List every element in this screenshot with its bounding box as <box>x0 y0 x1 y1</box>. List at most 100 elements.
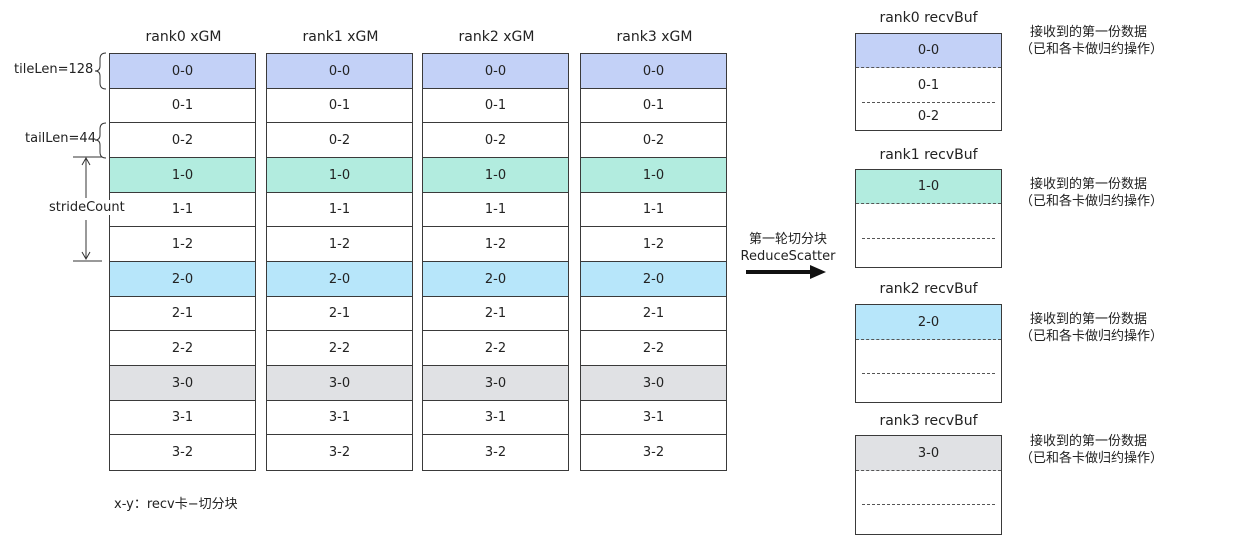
arrow-caption-line2: ReduceScatter <box>740 249 836 264</box>
tail-len-label: tailLen=44 <box>25 131 96 146</box>
recv-buf-note-line2: （已和各卡做归约操作） <box>1020 42 1164 57</box>
recv-buf-note: 接收到的第一份数据 （已和各卡做归约操作） <box>1020 433 1163 467</box>
xgm-cell: 1-0 <box>110 158 255 193</box>
xgm-cell: 1-1 <box>423 193 568 227</box>
recv-buf-row: 3-0 <box>856 436 1001 471</box>
xgm-cell: 3-1 <box>110 401 255 435</box>
xgm-cell: 0-1 <box>267 89 412 123</box>
tail-len-brace-icon <box>94 122 107 159</box>
xgm-cell: 3-1 <box>581 401 726 435</box>
recv-buf-divider <box>862 102 995 103</box>
xgm-cell: 0-0 <box>267 54 412 89</box>
xgm-cell: 1-2 <box>110 227 255 262</box>
xgm-cell: 0-0 <box>110 54 255 89</box>
recv-buf-row <box>856 374 1001 402</box>
xgm-cell: 2-1 <box>267 297 412 331</box>
recv-buf-note-line2: （已和各卡做归约操作） <box>1020 451 1164 466</box>
xgm-cell: 0-2 <box>267 123 412 158</box>
recv-buf-note: 接收到的第一份数据 （已和各卡做归约操作） <box>1020 24 1163 58</box>
recv-buf-row <box>856 505 1001 534</box>
xgm-cell: 0-2 <box>110 123 255 158</box>
xgm-cell: 1-1 <box>267 193 412 227</box>
xgm-cell: 2-2 <box>267 331 412 366</box>
xgm-cell: 1-0 <box>267 158 412 193</box>
recv-buf-row: 1-0 <box>856 170 1001 204</box>
xgm-cell: 2-0 <box>581 262 726 297</box>
xgm-cell: 1-0 <box>581 158 726 193</box>
recv-buf-note-line1: 接收到的第一份数据 <box>1030 25 1148 40</box>
xgm-cell: 2-2 <box>423 331 568 366</box>
xgm-cell: 3-2 <box>110 435 255 470</box>
recv-buf-row: 0-2 <box>917 109 940 124</box>
recv-buf-note-line2: （已和各卡做归约操作） <box>1020 194 1164 209</box>
rank3-recv-buf: 3-0 <box>855 435 1002 535</box>
footnote: x-y：recv卡−切分块 <box>114 497 238 512</box>
rank3-xgm-column: 0-0 0-1 0-2 1-0 1-1 1-2 2-0 2-1 2-2 3-0 3-1 3-2 <box>580 53 727 471</box>
xgm-cell: 3-0 <box>110 366 255 401</box>
arrow-right-icon <box>746 265 826 279</box>
xgm-cell: 0-2 <box>423 123 568 158</box>
rank1-xgm-column: 0-0 0-1 0-2 1-0 1-1 1-2 2-0 2-1 2-2 3-0 3-1 3-2 <box>266 53 413 471</box>
recv-buf-row: 2-0 <box>856 305 1001 340</box>
xgm-cell: 2-1 <box>110 297 255 331</box>
recv-buf-note-line1: 接收到的第一份数据 <box>1030 434 1148 449</box>
recv-buf-note-line1: 接收到的第一份数据 <box>1030 177 1148 192</box>
rank0-recv-buf: 0-0 0-1 0-2 <box>855 33 1002 131</box>
recv-buf-title: rank0 recvBuf <box>879 10 978 26</box>
recv-buf-row <box>856 204 1001 238</box>
recv-buf-row <box>856 471 1001 504</box>
xgm-cell: 1-0 <box>423 158 568 193</box>
xgm-cell: 3-0 <box>423 366 568 401</box>
xgm-cell: 3-2 <box>423 435 568 470</box>
xgm-cell: 2-0 <box>267 262 412 297</box>
xgm-column-title: rank0 xGM <box>145 29 222 45</box>
xgm-cell: 3-1 <box>267 401 412 435</box>
xgm-cell: 3-0 <box>267 366 412 401</box>
xgm-cell: 2-1 <box>423 297 568 331</box>
recv-buf-row <box>856 239 1001 267</box>
xgm-cell: 0-0 <box>581 54 726 89</box>
xgm-cell: 1-2 <box>423 227 568 262</box>
rank2-xgm-column: 0-0 0-1 0-2 1-0 1-1 1-2 2-0 2-1 2-2 3-0 3-1 3-2 <box>422 53 569 471</box>
xgm-cell: 0-1 <box>110 89 255 123</box>
xgm-column-title: rank3 xGM <box>616 29 693 45</box>
xgm-cell: 3-0 <box>581 366 726 401</box>
recv-buf-title: rank2 recvBuf <box>879 281 978 297</box>
xgm-cell: 2-2 <box>581 331 726 366</box>
arrow-caption: 第一轮切分块 ReduceScatter <box>738 231 838 265</box>
xgm-column-title: rank2 xGM <box>458 29 535 45</box>
recv-buf-row: 0-0 <box>856 34 1001 68</box>
recv-buf-row <box>856 340 1001 373</box>
recv-buf-divider <box>862 238 995 239</box>
rank2-recv-buf: 2-0 <box>855 304 1002 403</box>
xgm-cell: 1-1 <box>110 193 255 227</box>
rank0-xgm-column: 0-0 0-1 0-2 1-0 1-1 1-2 2-0 2-1 2-2 3-0 3-1 3-2 <box>109 53 256 471</box>
xgm-cell: 2-2 <box>110 331 255 366</box>
xgm-cell: 2-1 <box>581 297 726 331</box>
xgm-cell: 2-0 <box>423 262 568 297</box>
recv-buf-title: rank3 recvBuf <box>879 413 978 429</box>
tile-len-brace-icon <box>94 52 107 90</box>
xgm-cell: 0-0 <box>423 54 568 89</box>
recv-buf-note-line1: 接收到的第一份数据 <box>1030 312 1148 327</box>
recv-buf-title: rank1 recvBuf <box>879 147 978 163</box>
recv-buf-divider <box>862 373 995 374</box>
arrow-caption-line1: 第一轮切分块 <box>748 232 827 247</box>
rank1-recv-buf: 1-0 <box>855 169 1002 268</box>
xgm-cell: 0-1 <box>581 89 726 123</box>
recv-buf-row: 0-1 <box>917 77 940 93</box>
xgm-cell: 1-1 <box>581 193 726 227</box>
xgm-cell: 0-1 <box>423 89 568 123</box>
recv-buf-note: 接收到的第一份数据 （已和各卡做归约操作） <box>1020 311 1163 345</box>
xgm-cell: 3-2 <box>267 435 412 470</box>
recv-buf-note-line2: （已和各卡做归约操作） <box>1020 329 1164 344</box>
xgm-cell: 0-2 <box>581 123 726 158</box>
xgm-cell: 2-0 <box>110 262 255 297</box>
xgm-cell: 1-2 <box>267 227 412 262</box>
xgm-cell: 1-2 <box>581 227 726 262</box>
recv-buf-divider <box>862 504 995 505</box>
stride-count-dimension-icon <box>73 156 102 262</box>
tile-len-label: tileLen=128 <box>14 62 94 77</box>
xgm-cell: 3-2 <box>581 435 726 470</box>
stride-count-label: strideCount <box>49 200 125 215</box>
